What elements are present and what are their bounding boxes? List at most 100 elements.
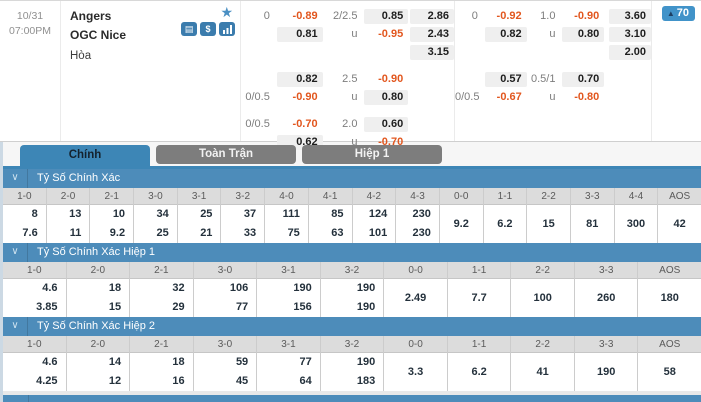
tab-hiep-1[interactable]: Hiệp 1 xyxy=(302,145,442,164)
score-odds[interactable]: 77 xyxy=(235,301,249,313)
score-odds[interactable]: 25 xyxy=(156,227,169,239)
score-odds[interactable]: 64 xyxy=(299,375,312,387)
score-column: 2-1 32 29 xyxy=(130,262,194,317)
score-odds[interactable]: 14 xyxy=(108,356,122,368)
score-odds[interactable]: 18 xyxy=(108,282,122,294)
x12-odds[interactable]: 3.60 xyxy=(609,8,651,24)
score-odds[interactable]: 100 xyxy=(533,292,552,304)
score-odds[interactable]: 16 xyxy=(172,375,185,387)
score-odds[interactable]: 25 xyxy=(200,208,213,220)
ou-odds[interactable]: -0.95 xyxy=(378,27,404,40)
score-odds[interactable]: 34 xyxy=(156,208,169,220)
more-markets-badge[interactable]: ▲ 70 xyxy=(661,6,695,21)
dollar-icon[interactable]: $ xyxy=(200,22,216,36)
score-odds[interactable]: 111 xyxy=(282,208,300,220)
x12-odds[interactable]: 3.15 xyxy=(410,44,454,60)
score-odds[interactable]: 29 xyxy=(172,301,185,313)
score-odds[interactable]: 42 xyxy=(673,218,686,230)
score-odds[interactable]: 6.2 xyxy=(471,366,487,378)
score-odds[interactable]: 4.6 xyxy=(42,282,58,294)
score-odds[interactable]: 7.6 xyxy=(22,227,38,239)
ou-odds[interactable]: 0.70 xyxy=(562,71,605,87)
score-odds[interactable]: 101 xyxy=(368,227,388,239)
score-odds[interactable]: 59 xyxy=(235,356,249,368)
ou-odds[interactable]: -0.90 xyxy=(378,72,404,85)
ou-odds[interactable]: 0.85 xyxy=(364,8,409,24)
x12-odds[interactable]: 2.86 xyxy=(410,8,454,24)
next-section-header-partial[interactable] xyxy=(3,395,701,402)
score-odds[interactable]: 7.7 xyxy=(471,292,487,304)
score-odds[interactable]: 10 xyxy=(112,208,126,220)
score-odds[interactable]: 4.6 xyxy=(42,356,58,368)
score-odds[interactable]: 9.2 xyxy=(109,227,126,239)
score-odds[interactable]: 8 xyxy=(31,208,38,220)
score-odds[interactable]: 190 xyxy=(293,282,312,294)
score-odds[interactable]: 75 xyxy=(287,227,300,239)
score-odds[interactable]: 15 xyxy=(108,301,122,313)
score-odds[interactable]: 230 xyxy=(412,227,431,239)
score-odds[interactable]: 156 xyxy=(293,301,312,313)
score-odds[interactable]: 45 xyxy=(235,375,249,387)
score-odds[interactable]: 18 xyxy=(172,356,185,368)
section-header[interactable]: ∨ Tỷ Số Chính Xác xyxy=(3,169,701,188)
score-odds[interactable]: 183 xyxy=(356,375,376,387)
stats-icon[interactable] xyxy=(219,22,235,36)
score-odds[interactable]: 12 xyxy=(108,375,122,387)
ou-odds[interactable]: 0.80 xyxy=(364,89,409,105)
score-odds[interactable]: 21 xyxy=(200,227,213,239)
ou-odds[interactable]: -0.90 xyxy=(574,9,600,22)
ou-odds[interactable]: 0.60 xyxy=(364,116,409,132)
ou-odds[interactable]: 0.80 xyxy=(562,26,605,42)
score-odds[interactable]: 190 xyxy=(597,366,616,378)
score-odds[interactable]: 15 xyxy=(542,218,555,230)
score-odds[interactable]: 180 xyxy=(660,292,679,304)
section-header[interactable]: ∨ Tỷ Số Chính Xác Hiệp 2 xyxy=(3,317,701,336)
score-odds[interactable]: 58 xyxy=(663,366,676,378)
handicap-odds[interactable]: -0.90 xyxy=(292,90,318,103)
score-odds[interactable]: 63 xyxy=(331,227,344,239)
score-odds[interactable]: 190 xyxy=(356,356,376,368)
score-header: 3-2 xyxy=(221,188,265,205)
score-odds[interactable]: 77 xyxy=(299,356,312,368)
score-odds[interactable]: 190 xyxy=(356,282,376,294)
score-odds[interactable]: 13 xyxy=(69,208,82,220)
favorite-star-icon[interactable]: ★ xyxy=(220,4,233,20)
score-odds[interactable]: 81 xyxy=(586,218,599,230)
score-odds[interactable]: 106 xyxy=(229,282,249,294)
handicap-odds[interactable]: 0.82 xyxy=(276,71,323,87)
score-odds[interactable]: 190 xyxy=(356,301,376,313)
handicap-odds[interactable]: -0.67 xyxy=(496,90,522,103)
handicap-odds[interactable]: 0.81 xyxy=(276,26,323,42)
score-odds[interactable]: 37 xyxy=(243,208,257,220)
score-odds[interactable]: 3.85 xyxy=(36,301,58,313)
tab-toan-tran[interactable]: Toàn Trận xyxy=(156,145,296,164)
score-odds[interactable]: 41 xyxy=(536,366,549,378)
handicap-odds[interactable]: -0.92 xyxy=(496,9,522,22)
handicap-odds[interactable]: 0.82 xyxy=(484,26,527,42)
odds-row: 0.82 2.5 -0.90 xyxy=(241,71,454,87)
bet-slip-icon[interactable]: ▤ xyxy=(181,22,197,36)
score-odds[interactable]: 230 xyxy=(412,208,431,220)
handicap-odds[interactable]: -0.70 xyxy=(292,117,318,130)
x12-odds[interactable]: 3.10 xyxy=(609,26,651,42)
score-odds[interactable]: 6.2 xyxy=(497,218,513,230)
ou-odds[interactable]: -0.80 xyxy=(574,90,600,103)
score-odds[interactable]: 11 xyxy=(69,227,82,239)
score-odds[interactable]: 32 xyxy=(172,282,185,294)
score-odds[interactable]: 2.49 xyxy=(404,292,427,304)
score-odds[interactable]: 124 xyxy=(368,208,388,220)
score-odds[interactable]: 4.25 xyxy=(36,375,58,387)
score-odds[interactable]: 300 xyxy=(626,218,646,230)
score-odds[interactable]: 85 xyxy=(331,208,344,220)
section-header[interactable]: ∨ Tỷ Số Chính Xác Hiệp 1 xyxy=(3,243,701,262)
score-odds[interactable]: 9.2 xyxy=(453,218,469,230)
tab-chinh[interactable]: Chính xyxy=(20,145,150,166)
x12-odds[interactable]: 2.43 xyxy=(410,26,454,42)
handicap-odds[interactable]: 0.57 xyxy=(484,71,527,87)
score-odds[interactable]: 33 xyxy=(243,227,257,239)
x12-odds[interactable]: 2.00 xyxy=(609,44,651,60)
handicap-odds[interactable]: -0.89 xyxy=(292,9,318,22)
score-odds[interactable]: 260 xyxy=(597,292,616,304)
score-odds[interactable]: 3.3 xyxy=(407,366,424,378)
ou-odds[interactable]: -0.70 xyxy=(378,135,404,148)
